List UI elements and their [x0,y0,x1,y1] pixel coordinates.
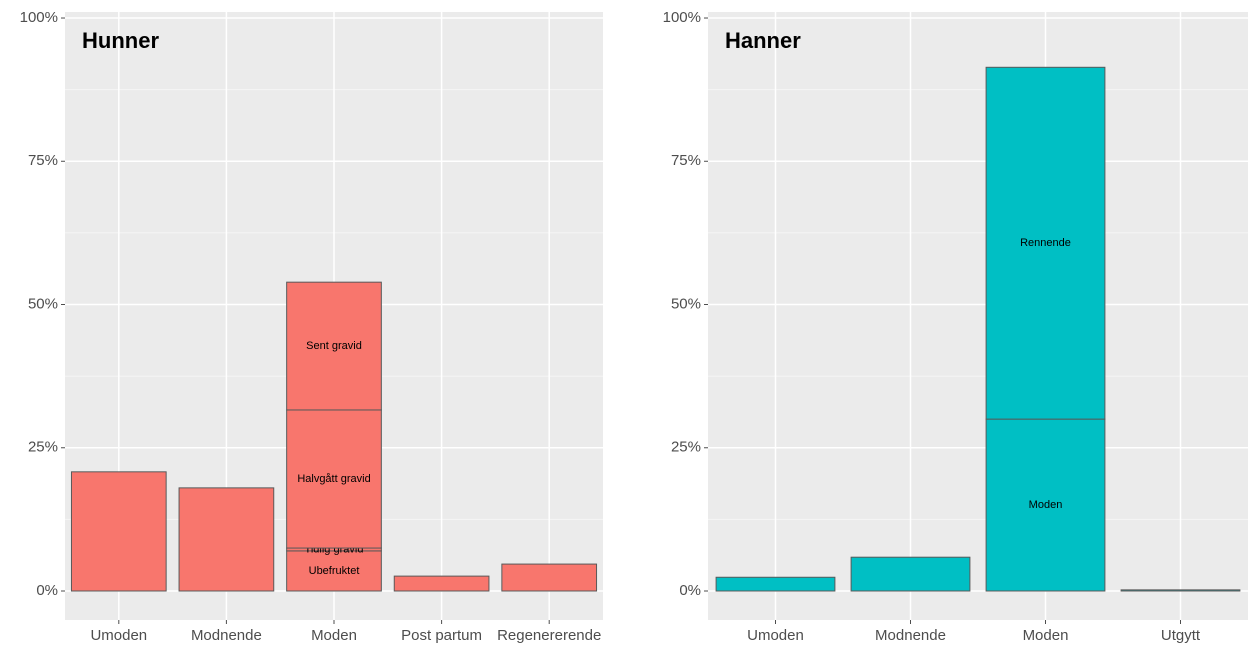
bar-segment [715,576,836,592]
y-tick-label: 75% [28,152,58,169]
y-tick-label: 0% [679,582,701,599]
x-tick-label: Utgytt [1161,627,1201,644]
segment-label: Sent gravid [306,340,362,352]
x-tick-label: Umoden [90,627,147,644]
x-tick-label: Umoden [747,627,804,644]
y-tick-label: 25% [671,439,701,456]
segment-label: Moden [1029,499,1063,511]
y-tick-label: 0% [36,582,58,599]
segment-label: Halvgått gravid [297,473,370,485]
y-tick-label: 75% [671,152,701,169]
bar-segment [501,563,598,592]
bar-segment [985,418,1106,592]
bar-segment [286,409,382,549]
x-tick-label: Moden [1023,627,1069,644]
bar-segment [1120,589,1241,592]
x-tick-label: Modnende [191,627,262,644]
segment-label: Rennende [1020,237,1071,249]
x-tick-label: Post partum [401,627,482,644]
bar-segment [178,487,275,592]
bar-segment [286,281,382,411]
plot-background [708,12,1248,620]
y-tick-label: 100% [20,9,58,26]
y-tick-label: 100% [663,9,701,26]
chart-title: Hunner [82,28,159,53]
bar-segment [286,550,382,592]
x-tick-label: Regenererende [497,627,601,644]
y-tick-label: 50% [671,295,701,312]
x-tick-label: Moden [311,627,357,644]
x-tick-label: Modnende [875,627,946,644]
bar-segment [850,556,971,592]
y-tick-label: 50% [28,295,58,312]
segment-label: Ubefruktet [309,565,360,577]
y-tick-label: 25% [28,439,58,456]
chart-title: Hanner [725,28,801,53]
bar-segment [985,66,1106,420]
bar-segment [393,575,490,592]
bar-segment [70,471,167,592]
